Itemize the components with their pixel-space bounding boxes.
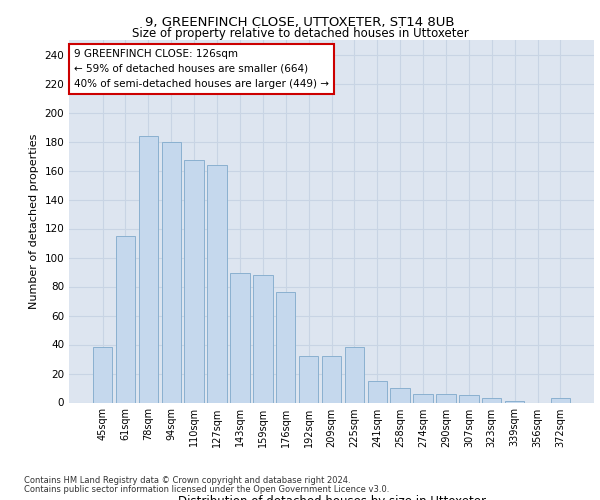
Bar	[322, 356, 341, 403]
Bar	[482, 398, 502, 402]
Bar	[253, 275, 272, 402]
Text: Contains public sector information licensed under the Open Government Licence v3: Contains public sector information licen…	[24, 485, 389, 494]
Text: Contains HM Land Registry data © Crown copyright and database right 2024.: Contains HM Land Registry data © Crown c…	[24, 476, 350, 485]
Bar	[116, 236, 135, 402]
Bar	[299, 356, 319, 403]
X-axis label: Distribution of detached houses by size in Uttoxeter: Distribution of detached houses by size …	[178, 496, 485, 500]
Bar	[230, 274, 250, 402]
Bar	[436, 394, 455, 402]
Bar	[184, 160, 204, 402]
Bar	[368, 381, 387, 402]
Bar	[344, 348, 364, 403]
Bar	[413, 394, 433, 402]
Y-axis label: Number of detached properties: Number of detached properties	[29, 134, 39, 309]
Bar	[276, 292, 295, 403]
Bar	[139, 136, 158, 402]
Text: Size of property relative to detached houses in Uttoxeter: Size of property relative to detached ho…	[131, 28, 469, 40]
Bar	[551, 398, 570, 402]
Bar	[93, 348, 112, 403]
Bar	[208, 164, 227, 402]
Text: 9 GREENFINCH CLOSE: 126sqm
← 59% of detached houses are smaller (664)
40% of sem: 9 GREENFINCH CLOSE: 126sqm ← 59% of deta…	[74, 49, 329, 88]
Bar	[505, 401, 524, 402]
Bar	[459, 395, 479, 402]
Bar	[391, 388, 410, 402]
Text: 9, GREENFINCH CLOSE, UTTOXETER, ST14 8UB: 9, GREENFINCH CLOSE, UTTOXETER, ST14 8UB	[145, 16, 455, 29]
Bar	[161, 142, 181, 402]
